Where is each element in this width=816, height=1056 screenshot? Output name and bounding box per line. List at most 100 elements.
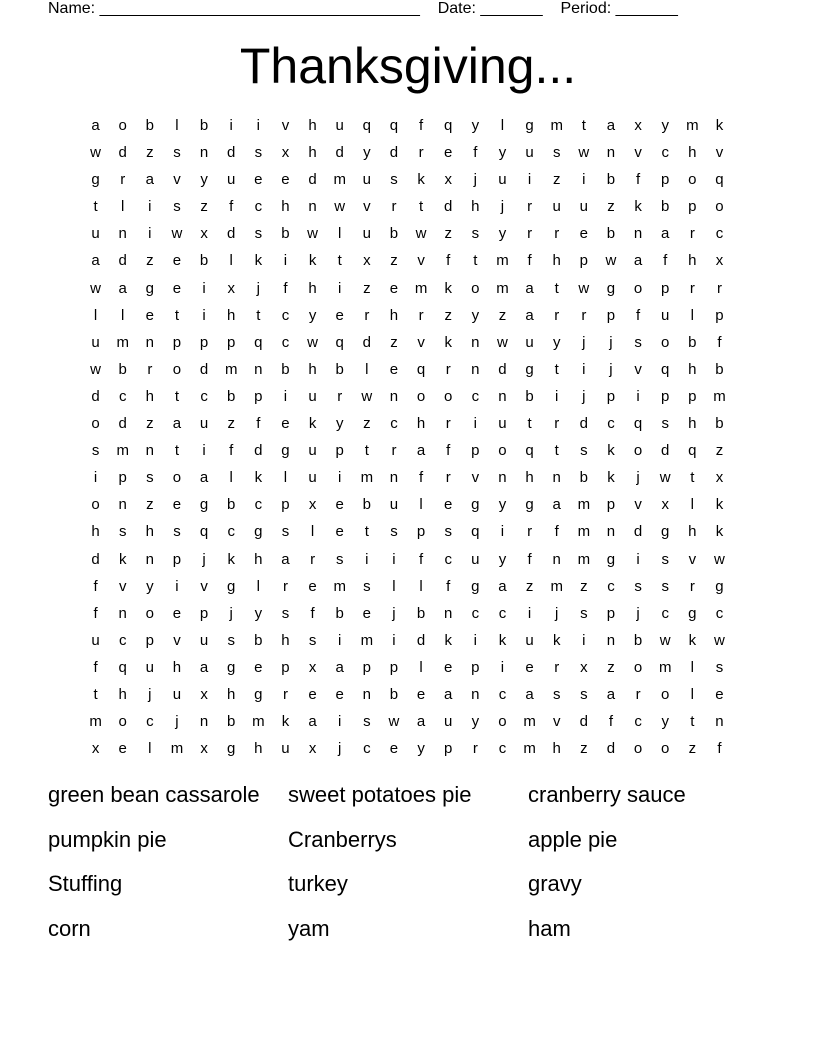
grid-letter: l bbox=[419, 496, 423, 514]
grid-letter: g bbox=[471, 577, 480, 595]
grid-letter: r bbox=[689, 577, 695, 595]
grid-letter: t bbox=[527, 415, 532, 433]
grid-letter: h bbox=[552, 740, 561, 758]
grid-letter: u bbox=[471, 550, 480, 568]
grid-letter: x bbox=[308, 740, 317, 758]
grid-letter: j bbox=[500, 198, 505, 216]
grid-letter: a bbox=[199, 469, 209, 487]
grid-letter: r bbox=[147, 360, 153, 378]
grid-letter: c bbox=[363, 740, 371, 758]
grid-letter: q bbox=[118, 658, 127, 676]
grid-letter: y bbox=[498, 496, 507, 514]
grid-letter: d bbox=[335, 144, 344, 162]
grid-letter: i bbox=[555, 387, 559, 405]
grid-letter: i bbox=[202, 442, 206, 460]
grid-letter: y bbox=[552, 333, 561, 351]
grid-letter: y bbox=[471, 713, 480, 731]
grid-letter: i bbox=[392, 550, 396, 568]
period-field[interactable]: Period: _______ bbox=[560, 0, 678, 17]
grid-letter: z bbox=[444, 225, 452, 243]
grid-letter: p bbox=[281, 658, 290, 676]
grid-letter: s bbox=[146, 469, 154, 487]
grid-letter: m bbox=[523, 713, 536, 731]
grid-letter: n bbox=[145, 333, 154, 351]
grid-letter: r bbox=[418, 306, 424, 324]
grid-letter: g bbox=[606, 550, 616, 568]
grid-letter: d bbox=[118, 252, 127, 270]
grid-letter: b bbox=[335, 604, 344, 622]
grid-letter: z bbox=[580, 577, 588, 595]
grid-letter: p bbox=[715, 306, 724, 324]
grid-letter: a bbox=[335, 658, 344, 676]
date-field[interactable]: Date: _______ bbox=[437, 0, 543, 17]
grid-letter: x bbox=[634, 117, 642, 134]
grid-letter: f bbox=[310, 604, 315, 622]
grid-letter: o bbox=[661, 685, 670, 703]
grid-letter: h bbox=[688, 144, 697, 162]
grid-letter: y bbox=[498, 144, 507, 162]
grid-letter: e bbox=[118, 740, 127, 758]
grid-letter: o bbox=[172, 360, 182, 378]
grid-letter: p bbox=[199, 604, 209, 622]
grid-letter: x bbox=[281, 144, 290, 162]
grid-letter: r bbox=[310, 550, 316, 568]
grid-letter: y bbox=[308, 306, 317, 324]
grid-letter: v bbox=[363, 198, 371, 216]
grid-letter: n bbox=[606, 523, 616, 541]
grid-letter: i bbox=[202, 279, 206, 297]
grid-letter: c bbox=[607, 577, 615, 595]
grid-letter: b bbox=[199, 252, 209, 270]
grid-letter: i bbox=[148, 225, 152, 243]
grid-letter: w bbox=[388, 713, 400, 731]
grid-letter: d bbox=[199, 360, 209, 378]
grid-letter: x bbox=[200, 685, 208, 703]
grid-letter: p bbox=[661, 387, 670, 405]
grid-letter: p bbox=[227, 333, 236, 351]
grid-letter: h bbox=[308, 279, 317, 297]
grid-letter: r bbox=[716, 279, 722, 297]
grid-letter: g bbox=[525, 360, 534, 378]
grid-letter: k bbox=[308, 415, 317, 433]
grid-letter: o bbox=[661, 333, 670, 351]
grid-letter: s bbox=[580, 442, 588, 460]
grid-letter: n bbox=[715, 713, 724, 731]
grid-letter: t bbox=[554, 279, 559, 297]
grid-letter: e bbox=[308, 685, 317, 703]
grid-letter: d bbox=[362, 333, 371, 351]
grid-letter: g bbox=[281, 442, 290, 460]
grid-letter: j bbox=[229, 604, 233, 622]
grid-letter: i bbox=[473, 631, 477, 649]
grid-letter: z bbox=[444, 306, 452, 324]
grid-letter: p bbox=[254, 387, 263, 405]
grid-letter: h bbox=[172, 658, 182, 676]
grid-letter: p bbox=[688, 198, 697, 216]
grid-letter: m bbox=[170, 740, 184, 758]
grid-letter: q bbox=[715, 171, 724, 189]
grid-letter: r bbox=[472, 740, 478, 758]
grid-letter: g bbox=[145, 279, 154, 297]
name-field[interactable]: Name: __________________________________… bbox=[48, 0, 420, 17]
grid-letter: n bbox=[199, 144, 209, 162]
grid-letter: j bbox=[338, 740, 342, 758]
grid-letter: y bbox=[335, 415, 344, 433]
grid-letter: j bbox=[636, 469, 640, 487]
grid-letter: o bbox=[633, 279, 643, 297]
grid-letter: x bbox=[715, 469, 724, 487]
grid-letter: m bbox=[224, 360, 238, 378]
grid-letter: k bbox=[634, 198, 642, 216]
grid-letter: t bbox=[554, 442, 559, 460]
grid-letter: p bbox=[606, 387, 616, 405]
grid-letter: f bbox=[717, 740, 722, 758]
grid-letter: b bbox=[335, 360, 344, 378]
grid-letter: e bbox=[362, 604, 371, 622]
grid-letter: k bbox=[552, 631, 561, 649]
grid-letter: w bbox=[659, 631, 671, 649]
grid-letter: k bbox=[715, 523, 724, 541]
grid-letter: i bbox=[202, 306, 206, 324]
word-list-item: Stuffing bbox=[48, 871, 123, 896]
grid-letter: t bbox=[93, 685, 98, 703]
grid-letter: z bbox=[390, 252, 398, 270]
grid-letter: x bbox=[200, 740, 208, 758]
grid-letter: y bbox=[498, 550, 507, 568]
grid-letter: j bbox=[609, 360, 613, 378]
